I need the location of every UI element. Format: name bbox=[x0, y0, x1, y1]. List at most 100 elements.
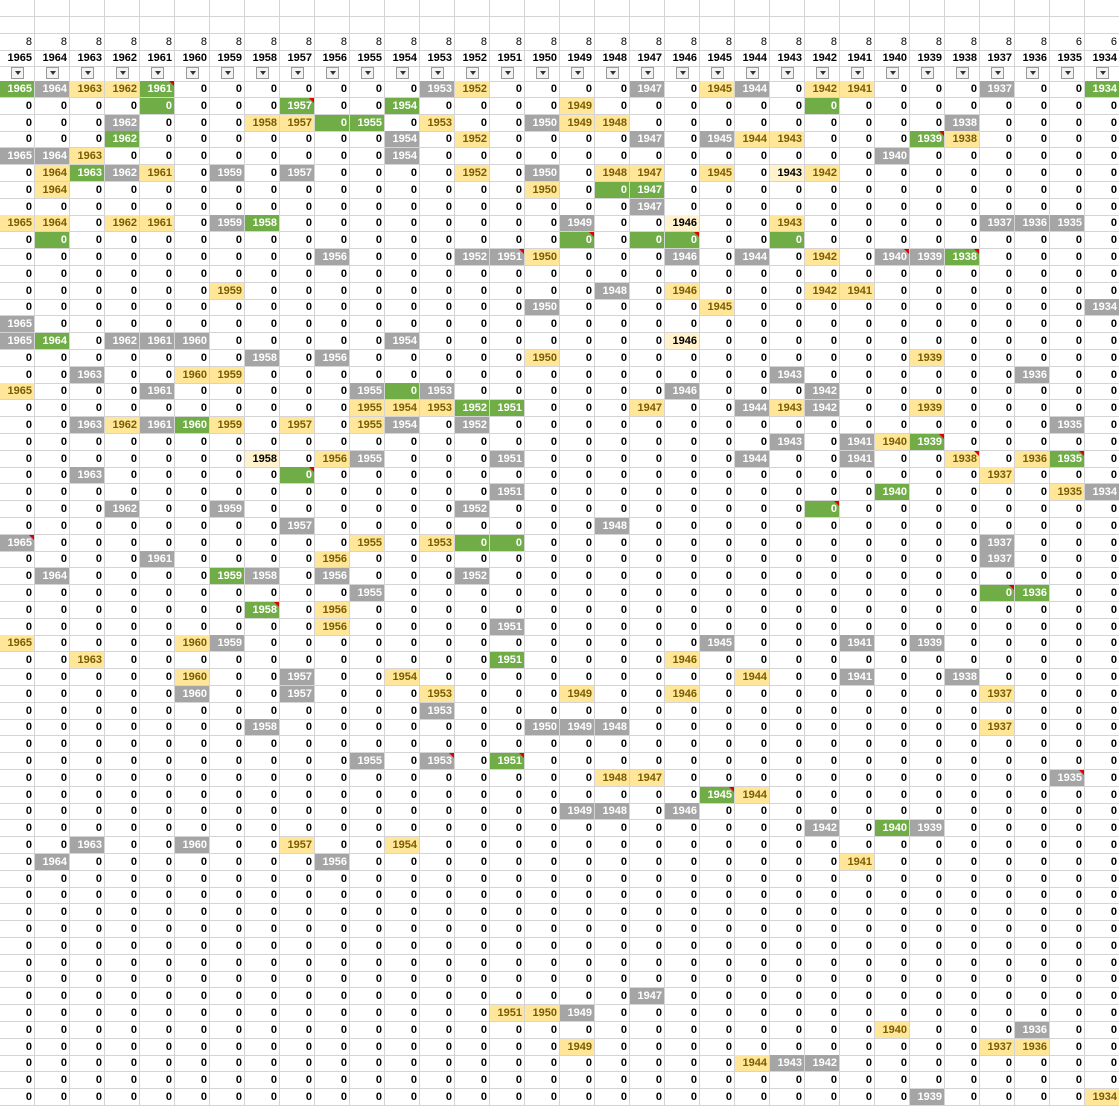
data-cell[interactable]: 0 bbox=[490, 467, 525, 485]
data-cell[interactable]: 0 bbox=[280, 921, 315, 938]
data-cell[interactable]: 0 bbox=[315, 282, 350, 300]
empty-cell[interactable] bbox=[0, 0, 35, 17]
data-cell[interactable]: 0 bbox=[525, 568, 560, 586]
data-cell[interactable]: 0 bbox=[875, 417, 910, 434]
data-cell[interactable]: 0 bbox=[945, 853, 980, 871]
data-cell[interactable]: 0 bbox=[665, 433, 700, 451]
data-cell[interactable]: 0 bbox=[980, 1072, 1015, 1090]
data-cell[interactable]: 0 bbox=[280, 81, 315, 98]
data-cell[interactable]: 0 bbox=[910, 769, 945, 787]
empty-cell[interactable] bbox=[385, 0, 420, 17]
highlighted-cell[interactable]: 1948 bbox=[595, 517, 630, 535]
data-cell[interactable]: 0 bbox=[945, 417, 980, 434]
filter-dropdown-icon[interactable] bbox=[745, 67, 759, 79]
data-cell[interactable]: 0 bbox=[665, 887, 700, 905]
data-cell[interactable]: 0 bbox=[945, 618, 980, 636]
data-cell[interactable]: 0 bbox=[945, 97, 980, 115]
highlighted-cell[interactable]: 1946 bbox=[665, 652, 700, 670]
data-cell[interactable]: 0 bbox=[700, 249, 735, 266]
data-cell[interactable]: 0 bbox=[560, 534, 595, 552]
data-cell[interactable]: 0 bbox=[1015, 97, 1050, 115]
data-cell[interactable]: 0 bbox=[1050, 467, 1085, 485]
highlighted-cell[interactable]: 1965 bbox=[0, 148, 35, 166]
data-cell[interactable]: 0 bbox=[735, 971, 770, 989]
data-cell[interactable]: 0 bbox=[70, 803, 105, 821]
data-cell[interactable]: 0 bbox=[1050, 501, 1085, 518]
data-cell[interactable]: 0 bbox=[910, 484, 945, 502]
data-cell[interactable]: 0 bbox=[175, 954, 210, 972]
data-cell[interactable]: 0 bbox=[770, 887, 805, 905]
data-cell[interactable]: 0 bbox=[630, 114, 665, 132]
data-cell[interactable]: 0 bbox=[245, 265, 280, 283]
data-cell[interactable]: 0 bbox=[945, 870, 980, 888]
data-cell[interactable]: 0 bbox=[770, 870, 805, 888]
data-cell[interactable]: 0 bbox=[385, 988, 420, 1006]
data-cell[interactable]: 0 bbox=[210, 383, 245, 401]
data-cell[interactable]: 0 bbox=[350, 669, 385, 686]
data-cell[interactable]: 0 bbox=[420, 165, 455, 182]
data-cell[interactable]: 0 bbox=[910, 601, 945, 619]
data-cell[interactable]: 0 bbox=[980, 786, 1015, 804]
data-cell[interactable]: 0 bbox=[490, 954, 525, 972]
data-cell[interactable]: 0 bbox=[35, 299, 70, 317]
data-cell[interactable]: 0 bbox=[315, 400, 350, 418]
data-cell[interactable]: 0 bbox=[1085, 535, 1119, 552]
data-cell[interactable]: 0 bbox=[35, 417, 70, 434]
data-cell[interactable]: 0 bbox=[245, 887, 280, 905]
data-cell[interactable]: 0 bbox=[210, 1038, 245, 1056]
filter-dropdown-icon[interactable] bbox=[10, 67, 24, 79]
data-cell[interactable]: 0 bbox=[35, 501, 70, 518]
data-cell[interactable]: 0 bbox=[630, 299, 665, 317]
data-cell[interactable]: 0 bbox=[560, 400, 595, 418]
data-cell[interactable]: 0 bbox=[455, 652, 490, 670]
data-cell[interactable]: 0 bbox=[350, 601, 385, 619]
data-cell[interactable]: 0 bbox=[910, 148, 945, 166]
data-cell[interactable]: 0 bbox=[700, 769, 735, 787]
data-cell[interactable]: 0 bbox=[245, 131, 280, 149]
data-cell[interactable]: 0 bbox=[980, 853, 1015, 871]
data-cell[interactable]: 0 bbox=[0, 988, 35, 1006]
data-cell[interactable]: 0 bbox=[840, 131, 875, 149]
data-cell[interactable]: 0 bbox=[385, 366, 420, 384]
data-cell[interactable]: 0 bbox=[875, 669, 910, 686]
data-cell[interactable]: 0 bbox=[420, 517, 455, 535]
data-cell[interactable]: 0 bbox=[35, 1038, 70, 1056]
data-cell[interactable]: 0 bbox=[0, 97, 35, 115]
data-cell[interactable]: 0 bbox=[980, 450, 1015, 468]
data-cell[interactable]: 0 bbox=[70, 971, 105, 989]
data-cell[interactable]: 0 bbox=[140, 870, 175, 888]
data-cell[interactable]: 0 bbox=[315, 148, 350, 166]
highlighted-cell[interactable]: 1959 bbox=[210, 417, 245, 434]
data-cell[interactable]: 0 bbox=[910, 954, 945, 972]
highlighted-cell[interactable]: 1962 bbox=[105, 114, 140, 132]
data-cell[interactable]: 0 bbox=[490, 1021, 525, 1039]
data-cell[interactable]: 0 bbox=[735, 299, 770, 317]
column-count[interactable]: 8 bbox=[420, 34, 455, 51]
data-cell[interactable]: 0 bbox=[210, 618, 245, 636]
data-cell[interactable]: 0 bbox=[350, 232, 385, 250]
data-cell[interactable]: 0 bbox=[840, 601, 875, 619]
data-cell[interactable]: 0 bbox=[70, 635, 105, 653]
data-cell[interactable]: 0 bbox=[525, 837, 560, 854]
data-cell[interactable]: 0 bbox=[140, 316, 175, 334]
data-cell[interactable]: 0 bbox=[245, 1089, 280, 1106]
data-cell[interactable]: 0 bbox=[630, 467, 665, 485]
data-cell[interactable]: 0 bbox=[875, 97, 910, 115]
data-cell[interactable]: 0 bbox=[525, 753, 560, 770]
data-cell[interactable]: 0 bbox=[35, 652, 70, 670]
data-cell[interactable]: 0 bbox=[420, 181, 455, 199]
data-cell[interactable]: 0 bbox=[140, 1005, 175, 1022]
data-cell[interactable]: 0 bbox=[840, 198, 875, 216]
data-cell[interactable]: 0 bbox=[70, 551, 105, 569]
data-cell[interactable]: 0 bbox=[770, 820, 805, 838]
data-cell[interactable]: 0 bbox=[70, 719, 105, 737]
data-cell[interactable]: 0 bbox=[1050, 1089, 1085, 1106]
data-cell[interactable]: 0 bbox=[420, 837, 455, 854]
data-cell[interactable]: 0 bbox=[560, 904, 595, 922]
data-cell[interactable]: 0 bbox=[70, 400, 105, 418]
highlighted-cell[interactable]: 1944 bbox=[735, 786, 770, 804]
data-cell[interactable]: 0 bbox=[0, 685, 35, 703]
filter-dropdown-icon[interactable] bbox=[640, 67, 654, 79]
data-cell[interactable]: 0 bbox=[105, 971, 140, 989]
data-cell[interactable]: 0 bbox=[0, 769, 35, 787]
